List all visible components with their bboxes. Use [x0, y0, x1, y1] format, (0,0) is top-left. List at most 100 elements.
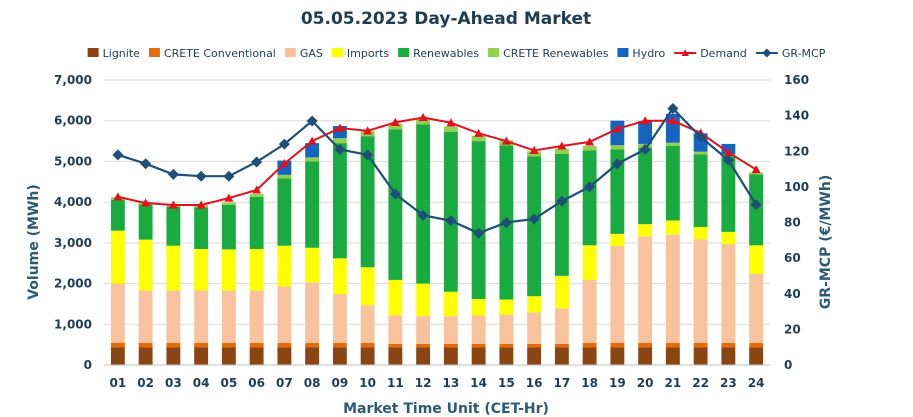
bar-gas: [332, 294, 347, 344]
marker-demand: [668, 116, 678, 125]
bar-crete-conventional: [610, 343, 625, 348]
bar-gas: [166, 290, 181, 344]
bar-renewables: [166, 206, 181, 246]
bar-lignite: [582, 347, 597, 365]
legend-item-hydro: Hydro: [617, 47, 665, 60]
bar-crete-renewables: [443, 126, 458, 132]
y2-tick-label: 140: [784, 109, 809, 123]
bar-lignite: [749, 347, 764, 365]
bar-crete-conventional: [305, 343, 320, 348]
marker-demand: [113, 192, 123, 201]
bar-imports: [527, 296, 542, 313]
bar-renewables: [388, 129, 403, 280]
bar-gas: [388, 315, 403, 344]
legend-swatch: [148, 48, 160, 57]
bar-crete-conventional: [665, 343, 680, 348]
bar-imports: [416, 283, 431, 317]
bar-crete-conventional: [332, 343, 347, 348]
legend-item-renewables: Renewables: [398, 47, 479, 60]
bar-lignite: [416, 347, 431, 365]
marker-demand: [585, 137, 595, 146]
bar-crete-conventional: [499, 343, 514, 348]
marker-gr-mcp: [334, 143, 346, 155]
legend-item-crete-renewables: CRETE Renewables: [488, 47, 609, 60]
legend-label: Imports: [347, 47, 390, 60]
marker-gr-mcp: [695, 131, 707, 143]
marker-gr-mcp: [195, 170, 207, 182]
bar-crete-conventional: [138, 343, 153, 348]
legend-item-lignite: Lignite: [87, 47, 140, 60]
y2-tick-label: 60: [784, 251, 801, 265]
bar-lignite: [554, 347, 569, 365]
marker-demand: [723, 147, 733, 157]
bar-crete-renewables: [749, 172, 764, 175]
bar-renewables: [582, 150, 597, 246]
bar-renewables: [554, 153, 569, 276]
marker-gr-mcp: [417, 209, 429, 221]
bar-crete-conventional: [693, 343, 708, 348]
legend-item-crete-conventional: CRETE Conventional: [148, 47, 276, 60]
y-tick-label: 7,000: [54, 73, 92, 87]
y2-tick-label: 160: [784, 73, 809, 87]
bar-imports: [638, 224, 653, 237]
bar-gas: [416, 316, 431, 344]
legend-item-demand: Demand: [674, 47, 747, 60]
marker-gr-mcp: [140, 158, 152, 170]
marker-demand: [390, 117, 400, 126]
bar-lignite: [194, 347, 209, 365]
marker-gr-mcp: [500, 217, 512, 228]
bar-hydro: [638, 121, 653, 144]
bar-renewables: [305, 161, 320, 248]
bar-renewables: [416, 124, 431, 284]
x-tick-label: 15: [498, 376, 515, 390]
bar-crete-renewables: [665, 142, 680, 146]
y-tick-label: 6,000: [54, 114, 92, 128]
bar-renewables: [221, 204, 236, 250]
marker-demand: [279, 158, 289, 168]
x-tick-label: 11: [387, 376, 404, 390]
x-tick-label: 09: [332, 376, 349, 390]
bar-renewables: [721, 156, 736, 232]
x-tick-label: 04: [193, 376, 210, 390]
bar-crete-renewables: [582, 145, 597, 151]
bar-imports: [305, 247, 320, 283]
bar-gas: [305, 282, 320, 344]
bar-imports: [249, 248, 264, 291]
y-tick-label: 2,000: [54, 277, 92, 291]
marker-gr-mcp: [722, 154, 734, 166]
bar-imports: [693, 226, 708, 240]
marker-demand: [529, 145, 539, 155]
x-tick-label: 10: [359, 376, 376, 390]
marker-demand: [168, 200, 178, 209]
legend-label: Demand: [700, 47, 747, 60]
y-tick-label: 3,000: [54, 236, 92, 250]
y2-tick-label: 20: [784, 322, 801, 336]
bar-renewables: [138, 204, 153, 240]
y-tick-label: 0: [84, 358, 92, 372]
bar-crete-conventional: [277, 343, 292, 348]
y-tick-label: 1,000: [54, 317, 92, 331]
bar-crete-renewables: [416, 119, 431, 125]
bar-hydro: [277, 160, 292, 175]
y-tick-label: 4,000: [54, 195, 92, 209]
bar-crete-renewables: [388, 123, 403, 130]
bar-crete-renewables: [332, 138, 347, 144]
y2-tick-label: 40: [784, 287, 801, 301]
axes: 01,0002,0003,0004,0005,0006,0007,0000204…: [54, 73, 809, 390]
bar-lignite: [610, 347, 625, 365]
x-tick-label: 22: [692, 376, 709, 390]
bar-gas: [194, 290, 209, 344]
bar-lignite: [499, 347, 514, 365]
bar-crete-conventional: [110, 343, 125, 348]
bar-crete-conventional: [638, 343, 653, 348]
y2-tick-label: 0: [784, 358, 792, 372]
legend-label: CRETE Renewables: [503, 47, 609, 60]
x-tick-label: 07: [276, 376, 293, 390]
x-tick-label: 13: [443, 376, 460, 390]
bar-crete-conventional: [471, 343, 486, 348]
line-series: [112, 103, 762, 239]
bar-lignite: [388, 347, 403, 365]
marker-demand: [640, 116, 650, 125]
bar-lignite: [360, 347, 375, 365]
bar-lignite: [221, 347, 236, 365]
